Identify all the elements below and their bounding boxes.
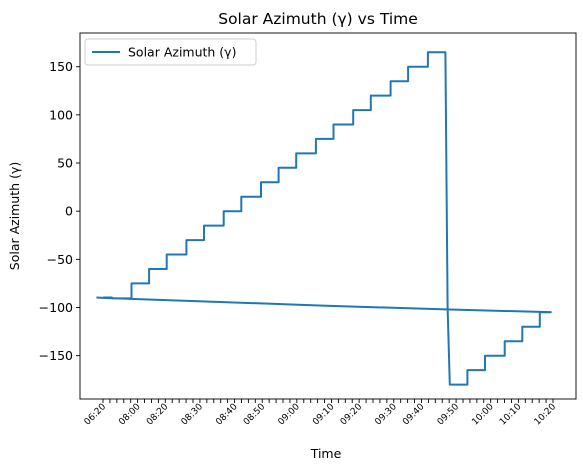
y-tick-label: 50 [57, 156, 73, 171]
x-tick-label: 09:30 [373, 402, 399, 428]
x-tick-label: 06:20 [83, 402, 109, 428]
chart-title: Solar Azimuth (γ) vs Time [218, 10, 418, 28]
x-tick-label: 10:20 [533, 402, 559, 428]
y-tick-label: −50 [47, 252, 73, 267]
x-tick-label: 09:50 [436, 402, 462, 428]
x-tick-label: 08:30 [180, 402, 206, 428]
legend-label: Solar Azimuth (γ) [128, 45, 236, 60]
y-tick-label: 100 [49, 107, 73, 122]
x-tick-label: 10:00 [470, 402, 496, 428]
y-axis-label: Solar Azimuth (γ) [7, 162, 22, 270]
axes-frame [79, 32, 577, 400]
x-tick-label: 08:20 [145, 402, 171, 428]
x-tick-label: 08:00 [117, 402, 143, 428]
x-tick-label: 09:20 [339, 402, 365, 428]
y-axis: −150 −100 −50 0 50 100 150 [39, 59, 80, 363]
legend: Solar Azimuth (γ) [84, 38, 257, 66]
y-tick-label: 150 [49, 59, 73, 74]
y-tick-label: 0 [65, 204, 73, 219]
plot-area [96, 51, 552, 386]
y-tick-label: −100 [39, 300, 73, 315]
y-tick-label: −150 [39, 348, 73, 363]
x-tick-label: 10:10 [498, 402, 524, 428]
x-tick-label: 09:10 [311, 402, 337, 428]
x-tick-label: 08:50 [242, 402, 268, 428]
x-tick-label: 09:00 [277, 402, 303, 428]
x-axis-label: Time [310, 446, 342, 461]
series-line [96, 51, 552, 386]
x-axis: 06:20 08:00 08:20 08:30 08:40 08:50 09:00 09:10… [83, 399, 559, 428]
legend-box [84, 38, 257, 66]
x-tick-label: 09:40 [401, 402, 427, 428]
x-tick-label: 08:40 [214, 402, 240, 428]
